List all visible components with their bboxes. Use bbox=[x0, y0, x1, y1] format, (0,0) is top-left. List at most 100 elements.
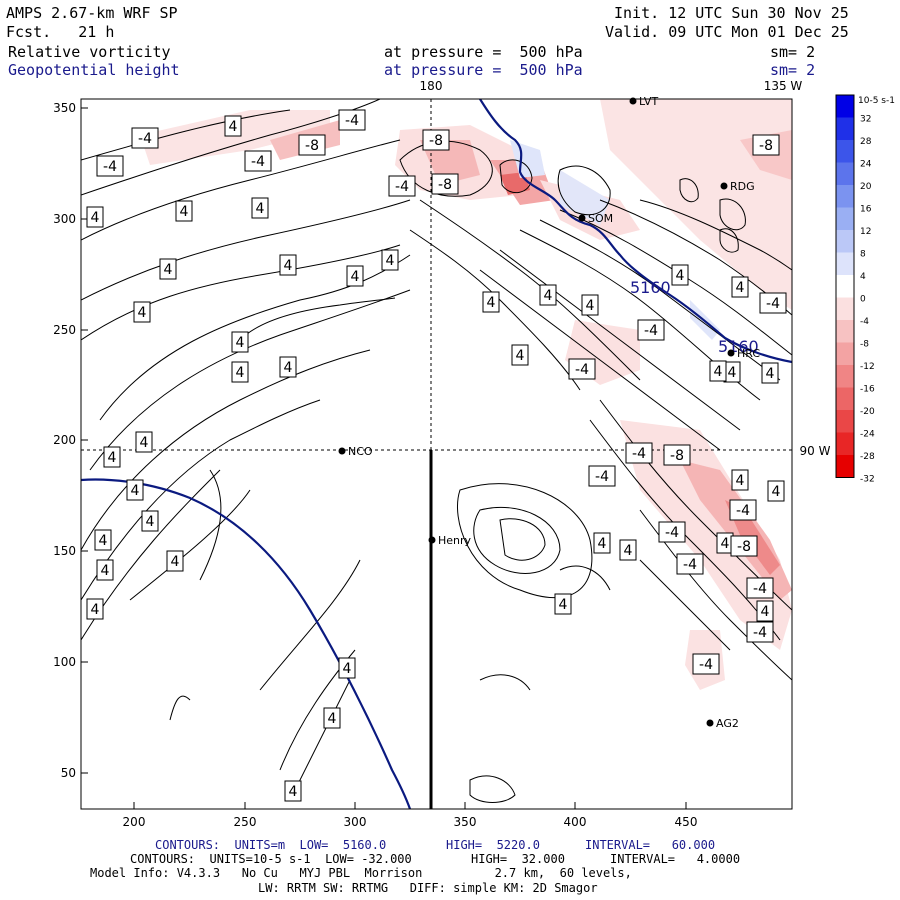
contour-label: 4 bbox=[236, 335, 245, 351]
colorbar: 32 28 24 20 16 12 8 4 0 -4 -8 -12 -16 -20 -24 -28 -32 bbox=[835, 94, 875, 485]
contour-label-box bbox=[96, 155, 124, 177]
contour-label-box bbox=[86, 206, 104, 228]
contour-label: 4 bbox=[328, 711, 337, 727]
geopotential-height-contours bbox=[81, 99, 792, 809]
vorticity-shading bbox=[140, 99, 792, 690]
contour-label-box bbox=[338, 657, 356, 679]
colorbar-tick-label: 24 bbox=[860, 160, 872, 170]
valid-time: Valid. 09 UTC Mon 01 Dec 25 bbox=[605, 23, 849, 41]
contour-label-box bbox=[588, 465, 616, 487]
x-tick-label: 350 bbox=[454, 815, 477, 829]
colorbar-tick-label: -16 bbox=[860, 385, 875, 395]
contour-label-box bbox=[244, 150, 272, 172]
footer-height-a: CONTOURS: UNITS=m LOW= 5160.0 bbox=[155, 838, 387, 852]
y-tick-label: 50 bbox=[61, 766, 76, 780]
x-tick-label: 400 bbox=[564, 815, 587, 829]
colorbar-swatch bbox=[836, 230, 854, 253]
station-marker bbox=[428, 536, 436, 544]
contour-label: 4 bbox=[766, 366, 775, 382]
contour-label-box bbox=[676, 553, 704, 575]
contour-label-box bbox=[86, 598, 104, 620]
contour-label: 4 bbox=[140, 435, 149, 451]
colorbar-swatch bbox=[836, 432, 854, 455]
contour-label: 4 bbox=[108, 450, 117, 466]
colorbar-tick-label: -12 bbox=[860, 362, 875, 372]
contour-label-box bbox=[422, 129, 450, 151]
contour-label-box bbox=[539, 284, 557, 306]
contour-label: 4 bbox=[343, 661, 352, 677]
height-label: 5160 bbox=[630, 278, 671, 297]
colorbar-tick-label: -4 bbox=[860, 317, 869, 327]
field1-smoothing: sm= 2 bbox=[770, 43, 816, 61]
contour-label: 4 bbox=[736, 473, 745, 489]
contour-label-box bbox=[231, 361, 249, 383]
colorbar-tick-label: -28 bbox=[860, 452, 875, 462]
contour-label: 4 bbox=[131, 483, 140, 499]
y-tick-label: 300 bbox=[53, 212, 76, 226]
station-marker bbox=[338, 447, 346, 455]
contour-label: 4 bbox=[772, 484, 781, 500]
colorbar-swatch bbox=[836, 410, 854, 433]
contour-label: 4 bbox=[146, 514, 155, 530]
contour-label-box bbox=[692, 653, 720, 675]
contour-label: -4 bbox=[575, 362, 589, 378]
contour-label-box bbox=[482, 291, 500, 313]
y-tick-label: 200 bbox=[53, 433, 76, 447]
contour-label: -8 bbox=[429, 133, 443, 149]
contour-label-box bbox=[746, 577, 774, 599]
colorbar-swatch bbox=[836, 185, 854, 208]
contour-label-box bbox=[224, 115, 242, 137]
contour-label-box bbox=[133, 301, 151, 323]
field2-name: Geopotential height bbox=[8, 61, 180, 79]
contour-label: 4 bbox=[91, 210, 100, 226]
contour-label-box bbox=[135, 431, 153, 453]
colorbar-swatch bbox=[836, 455, 854, 478]
contour-label: -4 bbox=[683, 557, 697, 573]
field1-name: Relative vorticity bbox=[8, 43, 171, 61]
contour-label-box bbox=[388, 175, 416, 197]
station-marker bbox=[578, 214, 586, 222]
contour-label: -8 bbox=[670, 448, 684, 464]
contour-label: 4 bbox=[180, 204, 189, 220]
contour-label-box bbox=[767, 480, 785, 502]
contour-label-box bbox=[637, 319, 665, 341]
contour-label: 4 bbox=[99, 533, 108, 549]
colorbar-tick-label: -24 bbox=[860, 430, 875, 440]
x-tick-label: 300 bbox=[344, 815, 367, 829]
contour-label: 4 bbox=[164, 262, 173, 278]
colorbar-swatch bbox=[836, 252, 854, 275]
contour-label-box bbox=[284, 780, 302, 802]
y-tick-label: 100 bbox=[53, 655, 76, 669]
contour-label-box bbox=[709, 360, 727, 382]
contour-label-box bbox=[251, 197, 269, 219]
colorbar-tick-label: 0 bbox=[860, 295, 866, 305]
contour-label-box bbox=[619, 539, 637, 561]
colorbar-tick-label: 12 bbox=[860, 227, 871, 237]
contour-label-box bbox=[346, 265, 364, 287]
colorbar-swatch bbox=[836, 365, 854, 388]
contour-label-box bbox=[231, 331, 249, 353]
colorbar-tick-label: -8 bbox=[860, 340, 869, 350]
lon-label-90w: 90 W bbox=[800, 444, 831, 458]
contour-label-box bbox=[729, 499, 757, 521]
contour-label: -8 bbox=[305, 138, 319, 154]
station-marker bbox=[727, 349, 735, 357]
contour-label: 4 bbox=[624, 543, 633, 559]
footer-vort-a: CONTOURS: UNITS=10-5 s-1 LOW= -32.000 bbox=[130, 852, 412, 866]
contour-label: -4 bbox=[251, 154, 265, 170]
contour-label-box bbox=[554, 593, 572, 615]
contour-label-box bbox=[323, 707, 341, 729]
contour-label: 4 bbox=[728, 365, 737, 381]
contour-label-box bbox=[752, 134, 780, 156]
contour-label: -4 bbox=[345, 113, 359, 129]
contour-label-box bbox=[279, 254, 297, 276]
footer-height-c: INTERVAL= 60.000 bbox=[585, 838, 716, 852]
contour-label: 4 bbox=[351, 269, 360, 285]
forecast-hour: Fcst. 21 h bbox=[6, 23, 115, 41]
contour-label: 4 bbox=[721, 536, 730, 552]
station-label: SOM bbox=[588, 212, 613, 225]
contour-label-box bbox=[731, 469, 749, 491]
contour-label: 4 bbox=[544, 288, 553, 304]
colorbar-tick-label: 32 bbox=[860, 115, 871, 125]
